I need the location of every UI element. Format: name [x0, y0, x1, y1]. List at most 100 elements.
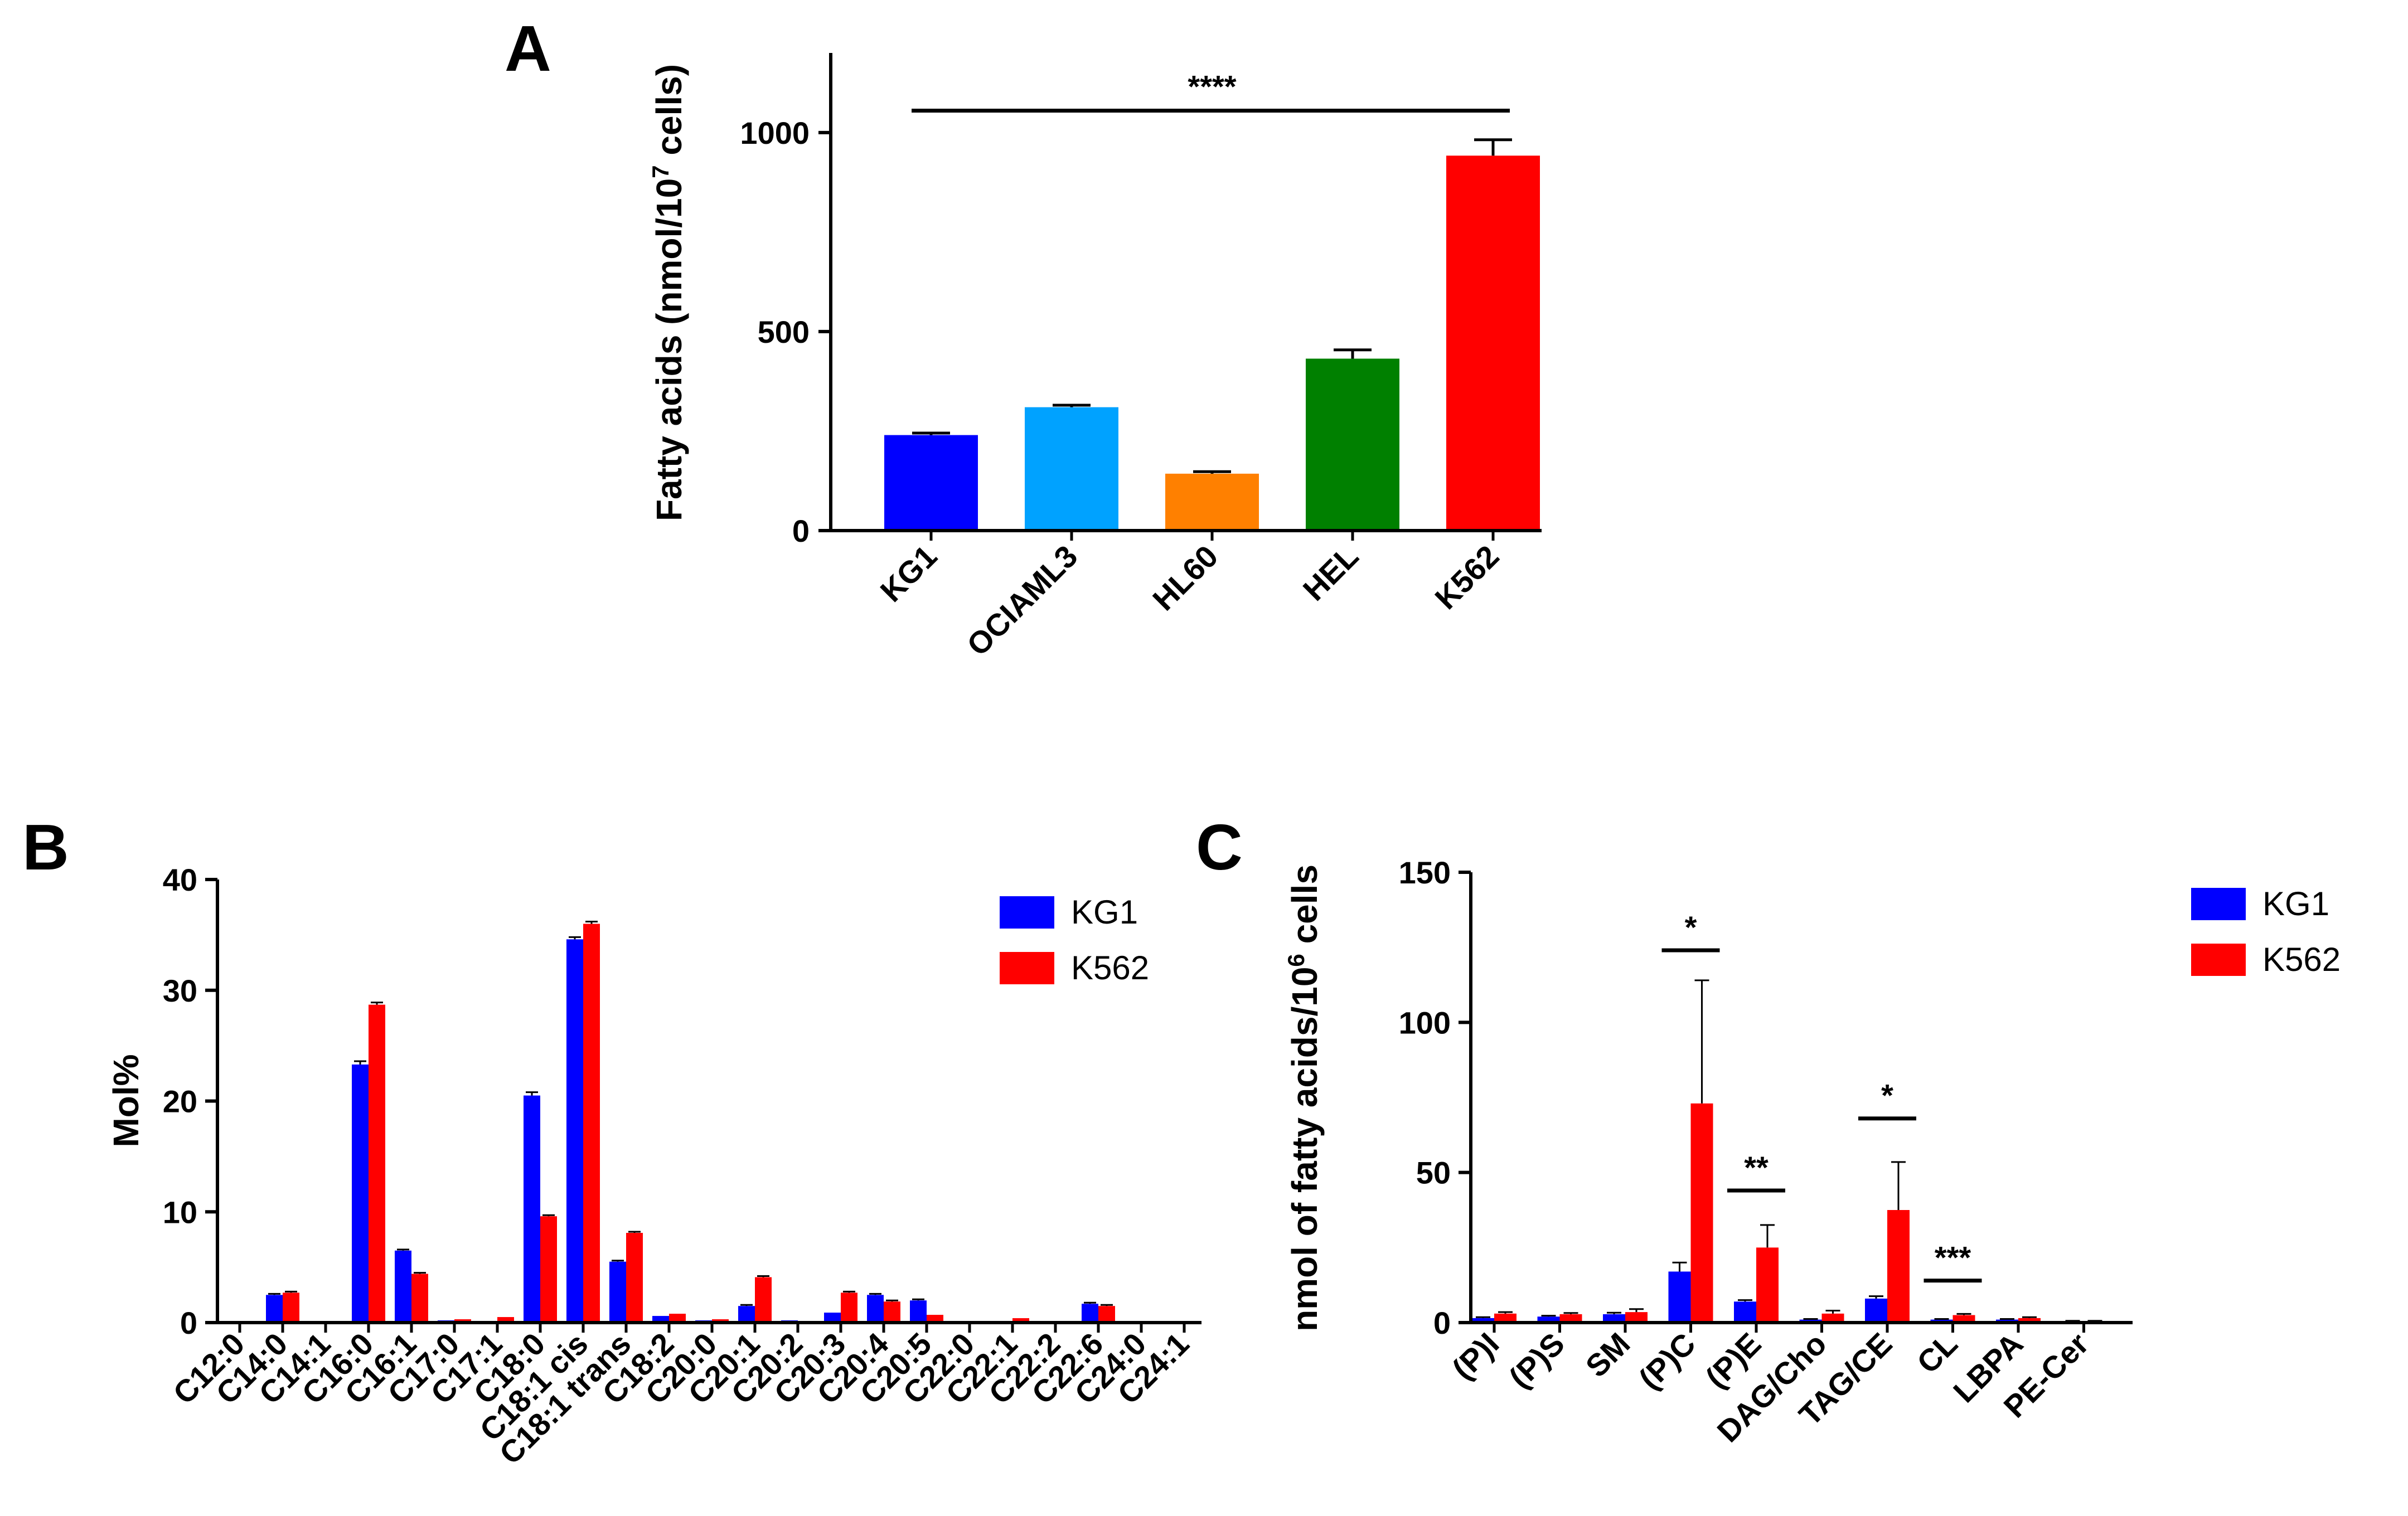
bar-k562-cl	[1952, 1315, 1975, 1323]
chart-c: 0 50 100 150 (P)I(P)S SM(P)C(P)EDAG/ChoTAG/C…	[1283, 855, 2341, 1449]
y-axis-label-c: nmol of fatty acids/106 cells	[1283, 864, 1325, 1332]
bar-kg1-c18-1-trans	[609, 1261, 626, 1323]
panel-label-a: A	[505, 12, 551, 85]
bar-k562-c20-4	[884, 1301, 900, 1323]
bar-kg1	[884, 435, 978, 531]
bar-k562-c16-0	[369, 1004, 385, 1323]
y-tick-label-150: 150	[1399, 855, 1451, 890]
bar-k562-c16-1	[411, 1274, 428, 1323]
legend-label-kg1: KG1	[1071, 893, 1138, 931]
significance-label-cl: ***	[1935, 1240, 1971, 1275]
legend-label-k562: K562	[2262, 941, 2341, 978]
x-tick-label-cl: CL	[1910, 1326, 1964, 1380]
bar-kg1-c14-0	[266, 1295, 283, 1323]
y-tick-label-0: 0	[792, 513, 810, 548]
error-bar-group-a	[912, 138, 1512, 474]
x-tick-label-k562: K562	[1428, 538, 1505, 616]
x-tick-label-sm: SM	[1579, 1326, 1637, 1384]
y-ticks-a: 0 500 1000	[740, 115, 831, 548]
bar-k562-p-s	[1559, 1314, 1582, 1323]
bar-kg1-c20-5	[910, 1300, 927, 1323]
bar-kg1-c20-1	[738, 1306, 755, 1323]
bar-k562-c14-0	[283, 1293, 299, 1323]
error-bar-group-c	[1476, 979, 2102, 1322]
legend-b: KG1 K562	[1000, 893, 1149, 987]
x-tick-label-hl60: HL60	[1146, 538, 1224, 617]
bar-k562-c22-1	[1012, 1318, 1029, 1323]
y-tick-label-100: 100	[1399, 1005, 1451, 1040]
bar-hel	[1306, 358, 1399, 531]
bar-group-b	[223, 924, 1201, 1323]
x-tick-label-p-s: (P)S	[1502, 1326, 1571, 1395]
significance-label-p-e: **	[1744, 1150, 1769, 1185]
x-categories-b: C12:0C14:0C14:1C16:0C16:1C17:0C17:1C18:0…	[166, 1323, 1195, 1471]
significance-label-tag-ce: *	[1881, 1078, 1893, 1113]
chart-b: 0 10 20 30 40 C12:0C14:0C14:1C16:0C16:1C17:0…	[106, 862, 1201, 1471]
bar-k562-tag-ce	[1887, 1210, 1910, 1323]
x-categories-a: KG1 OCIAML3 HL60 HEL K562	[874, 531, 1505, 663]
y-tick-label-1000: 1000	[740, 115, 810, 150]
x-tick-label-ociaml3: OCIAML3	[960, 538, 1084, 663]
bar-kg1-c20-3	[824, 1313, 841, 1323]
panel-label-c: C	[1196, 811, 1243, 883]
x-tick-label-hel: HEL	[1296, 538, 1365, 608]
bar-group-a	[884, 156, 1540, 531]
bar-k562-c18-1-trans	[626, 1233, 643, 1323]
significance-label: ****	[1188, 69, 1236, 104]
significance-a: ****	[912, 69, 1510, 113]
x-tick-label-kg1: KG1	[874, 538, 944, 609]
bar-kg1-p-e	[1734, 1301, 1756, 1323]
bar-kg1-tag-ce	[1865, 1298, 1887, 1323]
bar-ociaml3	[1025, 407, 1118, 531]
legend-swatch-k562	[2191, 944, 2246, 976]
y-tick-label-40: 40	[163, 862, 197, 897]
y-tick-label-500: 500	[758, 314, 810, 349]
legend-label-k562: K562	[1071, 949, 1149, 987]
bar-k562-c18-0	[540, 1216, 557, 1323]
legend-c: KG1 K562	[2191, 885, 2341, 978]
bar-kg1-c18-0	[524, 1095, 540, 1323]
legend-swatch-k562	[1000, 952, 1054, 984]
chart-a: 0 500 1000 KG1 OCIAML3 HL60 HEL K562 **** Fatt…	[647, 53, 1542, 663]
panel-label-b: B	[22, 811, 69, 883]
bar-k562-c20-1	[755, 1277, 772, 1323]
legend-label-kg1: KG1	[2262, 885, 2329, 922]
bar-hl60	[1165, 473, 1259, 531]
bar-group-c	[1472, 1103, 2106, 1323]
bar-kg1-c18-2	[652, 1316, 669, 1323]
bar-kg1-p-i	[1472, 1318, 1494, 1323]
y-tick-label-30: 30	[163, 973, 197, 1008]
significance-c: *******	[1661, 910, 1982, 1283]
y-tick-label-50: 50	[1416, 1155, 1451, 1191]
x-tick-label-p-i: (P)I	[1445, 1326, 1505, 1386]
bar-kg1-c16-0	[352, 1064, 369, 1323]
bar-k562-sm	[1625, 1312, 1648, 1323]
y-tick-label-20: 20	[163, 1084, 197, 1119]
bar-k562-p-i	[1494, 1313, 1516, 1323]
y-axis-label-b: Mol%	[106, 1054, 146, 1147]
bar-k562-c20-3	[841, 1293, 857, 1323]
bar-k562-c18-1-cis	[583, 924, 600, 1323]
bar-kg1-c22-6	[1082, 1304, 1098, 1323]
bar-k562	[1446, 156, 1540, 531]
bar-k562-c20-5	[927, 1315, 943, 1323]
significance-label-p-c: *	[1685, 910, 1697, 945]
y-tick-label-0: 0	[180, 1305, 197, 1340]
y-ticks-b: 0 10 20 30 40	[163, 862, 217, 1340]
bar-kg1-c16-1	[395, 1250, 411, 1323]
bar-k562-p-c	[1690, 1103, 1713, 1323]
bar-k562-lbpa	[2018, 1318, 2041, 1323]
bar-kg1-p-c	[1668, 1271, 1691, 1323]
legend-swatch-kg1	[2191, 888, 2246, 920]
bar-k562-c17-1	[497, 1317, 514, 1323]
bar-kg1-c18-1-cis	[566, 939, 583, 1323]
y-axis-label-a: Fatty acids (nmol/107 cells)	[647, 64, 690, 521]
y-tick-label-0: 0	[1433, 1305, 1451, 1340]
bar-kg1-p-s	[1537, 1316, 1560, 1323]
error-bar-group-b	[268, 921, 1113, 1306]
bar-k562-c22-6	[1098, 1306, 1115, 1323]
bar-kg1-sm	[1603, 1314, 1625, 1323]
bar-k562-c18-2	[669, 1314, 686, 1323]
